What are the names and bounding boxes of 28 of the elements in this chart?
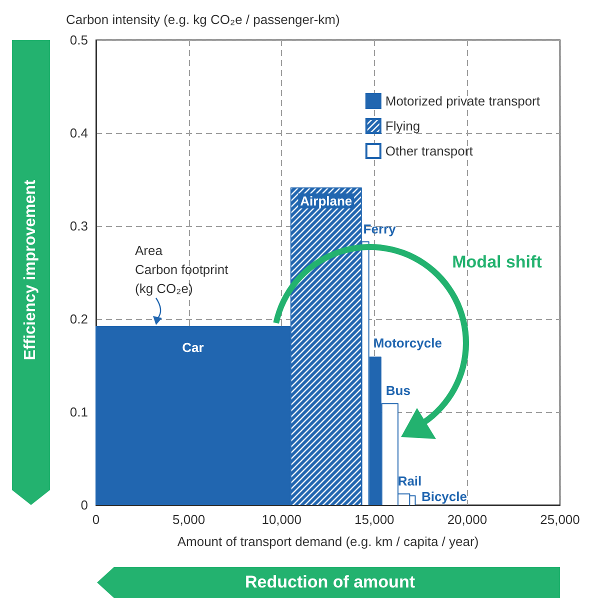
annotation: Modal shift (452, 252, 542, 272)
legend-label: Flying (385, 118, 420, 134)
y-tick-label: 0.5 (70, 32, 88, 48)
x-tick-label: 15,000 (354, 512, 394, 527)
text: Reduction of amount (245, 572, 416, 592)
annotation: Airplane (300, 193, 352, 208)
y-tick-label: 0.4 (70, 126, 88, 140)
x-tick-label: 5,000 (172, 512, 206, 527)
annotation: Rail (398, 473, 422, 488)
y-tick-label: 0.2 (70, 312, 88, 326)
y-tick-label: 0.1 (70, 404, 88, 420)
x-tick-label: 25,000 (540, 512, 580, 527)
annotation: Area Carbon footprint (kg CO₂e) (135, 243, 229, 296)
annotation: Motorcycle (373, 336, 442, 351)
x-axis-title: Amount of transport demand (e.g. km / capita / year) (177, 534, 479, 549)
annotation: Bus (386, 383, 410, 398)
y-tick-label: 0.3 (70, 218, 88, 234)
text: Efficiency improvement (22, 179, 40, 360)
legend-label: Motorized private transport (385, 94, 540, 108)
annotation: Bicycle (421, 489, 467, 504)
y-tick-label: 0 (80, 498, 88, 512)
y-axis-title: Carbon intensity (e.g. kg CO₂e / passenger-km) (66, 12, 340, 27)
x-tick-label: 0 (92, 512, 100, 527)
x-tick-label: 20,000 (447, 512, 488, 527)
legend-label: Other transport (385, 144, 474, 158)
x-tick-label: 10,000 (262, 512, 302, 527)
annotation: Ferry (363, 221, 397, 236)
annotation: Car (182, 340, 204, 355)
